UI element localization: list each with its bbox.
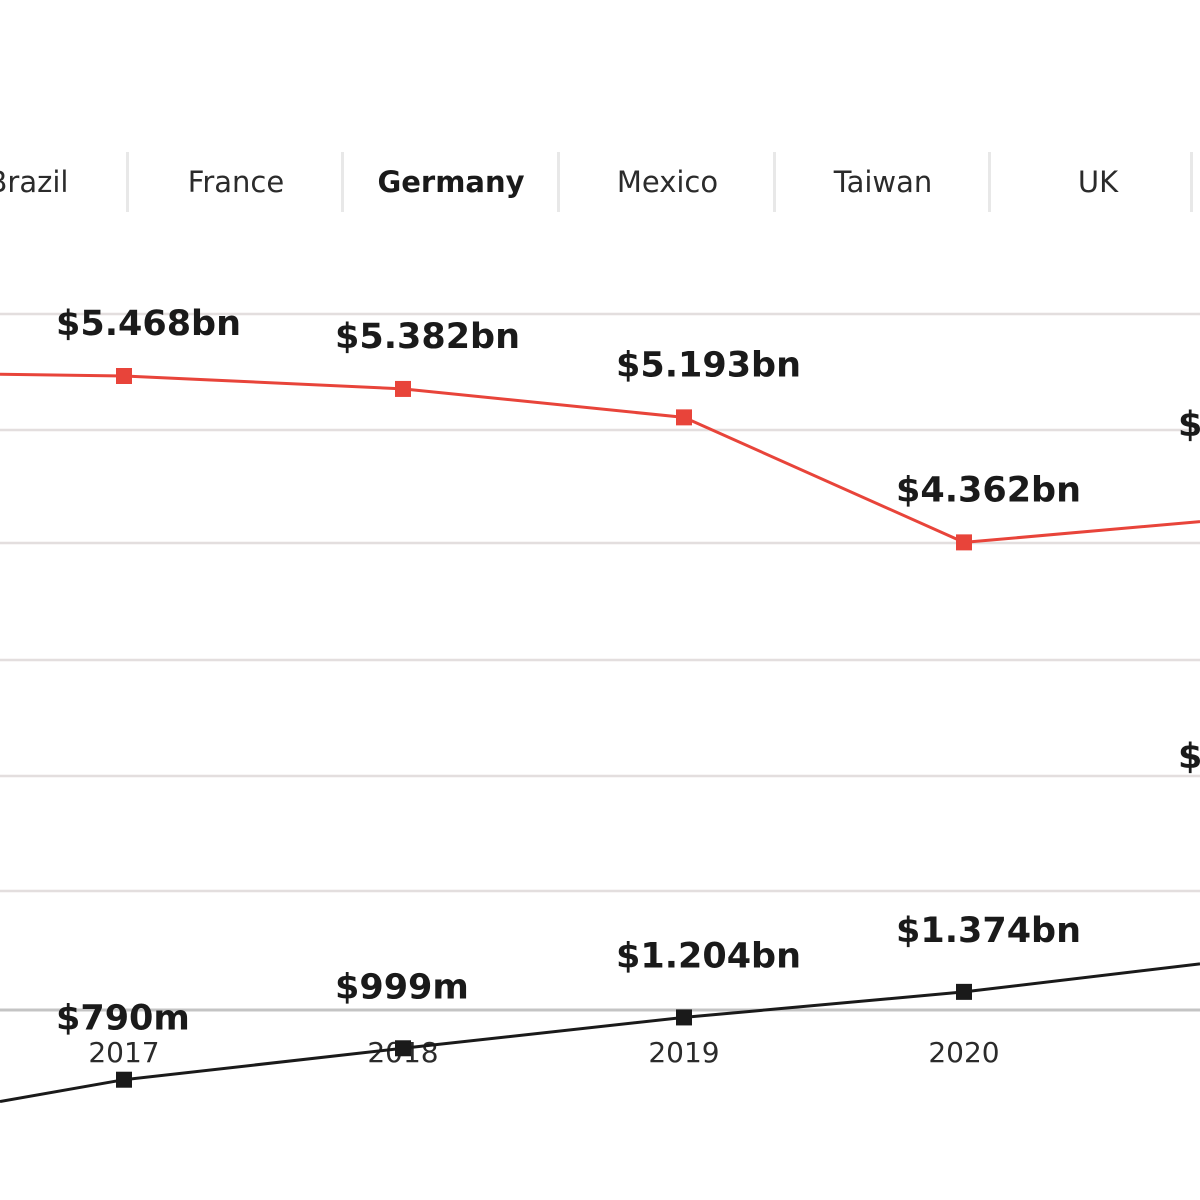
tab-germany[interactable]: Germany bbox=[377, 165, 525, 199]
tab-divider bbox=[988, 152, 991, 212]
data-point bbox=[956, 983, 972, 1000]
data-label: $5.382bn bbox=[335, 317, 520, 357]
series-line bbox=[0, 372, 1200, 544]
data-point bbox=[676, 409, 692, 426]
x-tick-label: 2017 bbox=[88, 1036, 159, 1069]
country-tab-bar: Brazil France Germany Mexico Taiwan UK bbox=[0, 150, 1200, 214]
data-point bbox=[956, 534, 972, 551]
data-label: $790m bbox=[56, 999, 190, 1039]
data-label: $1.374bn bbox=[896, 911, 1081, 951]
tab-france[interactable]: France bbox=[187, 165, 285, 199]
data-label: $999m bbox=[335, 967, 469, 1007]
tab-uk[interactable]: UK bbox=[1077, 165, 1119, 199]
tab-divider bbox=[557, 152, 560, 212]
x-tick-label: 2020 bbox=[928, 1036, 999, 1069]
data-label: $4.362bn bbox=[896, 470, 1081, 510]
data-point bbox=[395, 380, 411, 397]
data-point bbox=[116, 368, 132, 384]
data-point bbox=[676, 1009, 692, 1026]
x-tick-label: 2019 bbox=[648, 1036, 719, 1069]
data-point bbox=[116, 1071, 132, 1088]
data-label: $5.468bn bbox=[56, 304, 241, 344]
data-label: $5.193bn bbox=[616, 345, 801, 385]
data-point bbox=[395, 1040, 411, 1057]
tab-divider bbox=[1190, 152, 1193, 212]
tab-divider bbox=[126, 152, 129, 212]
series-line bbox=[0, 962, 1200, 1103]
data-label: $1.204bn bbox=[616, 936, 801, 976]
tab-mexico[interactable]: Mexico bbox=[616, 165, 719, 199]
data-label-clipped: $ bbox=[1178, 405, 1200, 445]
tab-brazil[interactable]: Brazil bbox=[0, 165, 69, 199]
data-label-clipped: $ bbox=[1178, 737, 1200, 777]
tab-taiwan[interactable]: Taiwan bbox=[833, 165, 933, 199]
tab-divider bbox=[341, 152, 344, 212]
tab-divider bbox=[773, 152, 776, 212]
